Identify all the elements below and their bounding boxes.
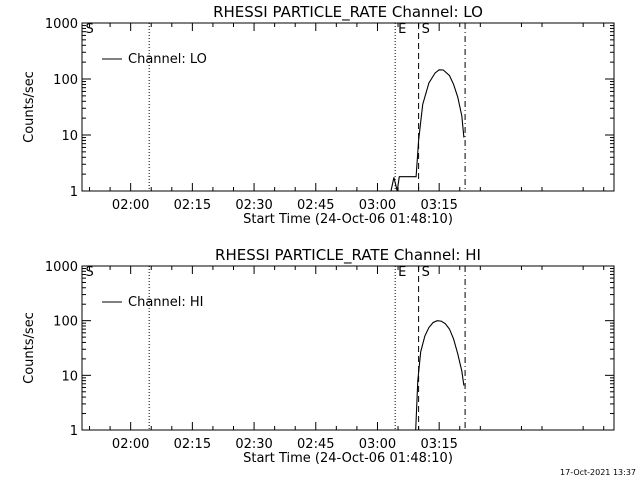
- x-tick-label: 02:30: [235, 198, 272, 213]
- x-tick-label: 03:00: [359, 437, 396, 452]
- y-tick-label: 100: [53, 315, 78, 330]
- y-tick-label: 1: [70, 424, 78, 439]
- event-marker-label: E: [398, 265, 406, 280]
- event-marker-label: S: [422, 22, 430, 37]
- chart-title: RHESSI PARTICLE_RATE Channel: LO: [213, 3, 483, 22]
- event-marker-label: S: [86, 265, 94, 280]
- x-tick-label: 02:45: [297, 437, 334, 452]
- x-tick-label: 02:45: [297, 198, 334, 213]
- y-axis-label: Counts/sec: [22, 71, 37, 143]
- y-tick-label: 100: [53, 73, 78, 88]
- y-tick-label: 1: [70, 185, 78, 200]
- x-tick-label: 03:15: [420, 198, 457, 213]
- chart-panel-1: RHESSI PARTICLE_RATE Channel: LO Start Ti…: [22, 3, 615, 227]
- y-tick-label: 10: [61, 129, 78, 144]
- chart-title: RHESSI PARTICLE_RATE Channel: HI: [215, 246, 481, 265]
- x-tick-label: 03:00: [359, 198, 396, 213]
- y-tick-label: 1000: [45, 260, 78, 275]
- x-axis-label: Start Time (24-Oct-06 01:48:10): [243, 212, 453, 227]
- event-marker-label: S: [86, 22, 94, 37]
- event-marker-label: E: [398, 22, 406, 37]
- plot-frame: [81, 22, 615, 192]
- x-tick-label: 03:15: [420, 437, 457, 452]
- x-axis-label: Start Time (24-Oct-06 01:48:10): [243, 451, 453, 466]
- series-line: [415, 320, 465, 431]
- y-axis-label: Counts/sec: [22, 312, 37, 384]
- x-tick-label: 02:15: [174, 437, 211, 452]
- legend-label: Channel: HI: [128, 295, 204, 310]
- x-tick-label: 02:15: [174, 198, 211, 213]
- chart-panel-2: RHESSI PARTICLE_RATE Channel: HI Start Ti…: [22, 246, 615, 466]
- y-tick-label: 1000: [45, 17, 78, 32]
- x-tick-label: 02:00: [112, 437, 149, 452]
- footer-timestamp: 17-Oct-2021 13:37: [560, 468, 636, 477]
- plot-frame: [81, 265, 615, 431]
- y-tick-label: 10: [61, 369, 78, 384]
- event-marker-label: S: [422, 265, 430, 280]
- legend-label: Channel: LO: [128, 52, 207, 67]
- x-tick-label: 02:30: [235, 437, 272, 452]
- x-tick-label: 02:00: [112, 198, 149, 213]
- series-line: [390, 69, 465, 192]
